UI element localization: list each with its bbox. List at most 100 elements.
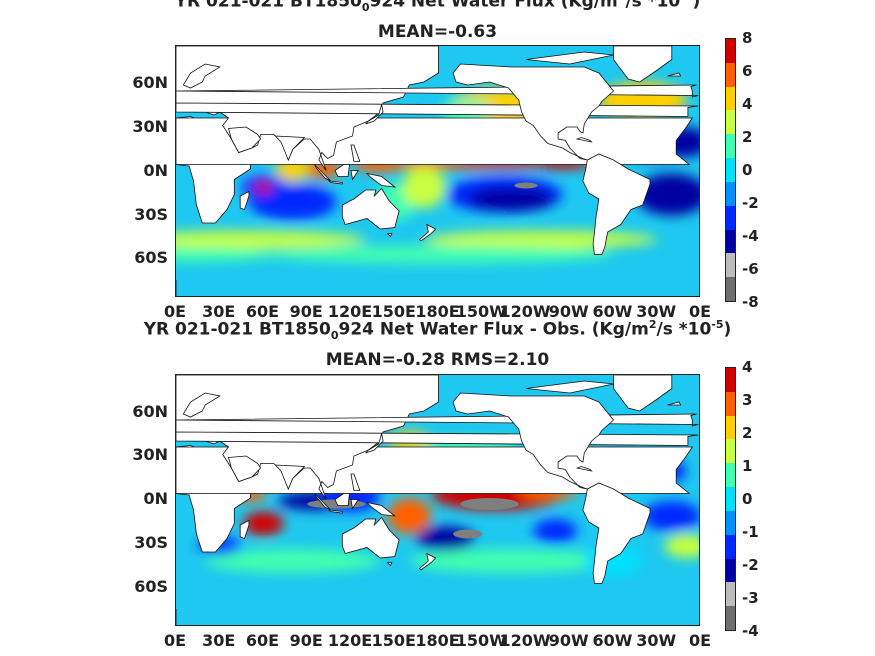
land-mass (365, 501, 397, 517)
colorbar-swatch (726, 582, 735, 608)
lon-tick: 120W (499, 631, 551, 650)
colorbar-swatch (726, 277, 735, 301)
lon-tick: 60W (592, 631, 633, 650)
land-mass (575, 137, 593, 143)
land-mass (365, 172, 397, 188)
colorbar-swatch (726, 253, 735, 279)
land-mass (386, 233, 393, 238)
land-mass (341, 187, 400, 230)
land-mass (418, 223, 437, 242)
land-mass (418, 552, 437, 571)
field-blob (243, 511, 284, 536)
land-mass (274, 135, 306, 162)
panel1-title-sub: 0 (361, 1, 370, 15)
land-mass (582, 482, 651, 584)
map-canvas (176, 46, 699, 296)
lat-tick: 30S (134, 533, 168, 552)
map-panel-1 (175, 45, 700, 297)
land-mass (239, 190, 250, 211)
lon-tick: 120E (327, 631, 373, 650)
lat-tick: 30N (132, 117, 168, 136)
lon-tick: 90E (289, 302, 323, 321)
colorbar-swatch (726, 62, 735, 88)
panel2-title-sup2: -5 (711, 318, 724, 331)
land-mass (667, 401, 682, 406)
field-blob (533, 519, 578, 543)
colorbar-label: 6 (742, 62, 753, 80)
colorbar-label: 2 (742, 424, 753, 442)
panel2-title-end: ) (723, 319, 732, 340)
colorbar-label: -2 (742, 194, 759, 212)
panel1-title-mid2: /s *10 (625, 0, 681, 12)
lon-tick: 30E (202, 302, 236, 321)
land-mass (613, 46, 673, 83)
land-mass (334, 493, 350, 506)
lon-tick: 150E (371, 302, 416, 321)
panel1-subtitle: MEAN=-0.63 (377, 22, 498, 42)
colorbar-swatch (726, 391, 735, 417)
colorbar-swatch (726, 134, 735, 160)
field-blob (205, 549, 381, 573)
panel1-title: YR 021-021 BT18500924 Net Water Flux (Kg… (0, 0, 875, 14)
colorbar-label: 4 (742, 358, 753, 376)
colorbar-2 (725, 367, 736, 631)
field-blob (263, 245, 614, 264)
land-mass (328, 509, 343, 514)
land-mass (365, 104, 384, 125)
missing-data-patch (514, 182, 538, 189)
colorbar-label: 0 (742, 161, 753, 179)
colorbar-swatch (726, 368, 735, 394)
lon-tick: 30E (202, 631, 236, 650)
colorbar-swatch (726, 205, 735, 231)
lat-tick: 60N (132, 402, 168, 421)
lon-tick: 150E (371, 631, 416, 650)
land-mass (334, 164, 350, 177)
land-mass (386, 562, 393, 567)
land-mass (525, 51, 614, 65)
field-blob (176, 247, 279, 262)
colorbar-label: 0 (742, 490, 753, 508)
lon-tick: 60E (245, 302, 280, 321)
land-mass (452, 63, 615, 161)
panel1-title-sup2: -5 (680, 0, 692, 3)
colorbar-swatch (726, 229, 735, 255)
colorbar-label: -4 (742, 622, 759, 640)
lon-tick: 180E (415, 302, 460, 321)
panel2-subtitle: MEAN=-0.28 RMS=2.10 (325, 350, 550, 370)
colorbar-label: 2 (742, 128, 753, 146)
panel2-title-mid2: /s *10 (656, 319, 712, 340)
colorbar-label: 1 (742, 457, 753, 475)
field-blob (254, 181, 273, 193)
land-mass (341, 516, 400, 559)
colorbar-swatch (726, 181, 735, 208)
lon-tick: 90E (289, 631, 323, 650)
colorbar-label: -6 (742, 260, 759, 278)
lon-tick: 0E (163, 631, 187, 650)
colorbar-label: 3 (742, 391, 753, 409)
panel2-title-main: YR 021-021 BT1850 (143, 319, 331, 340)
lon-tick: 0E (163, 302, 187, 321)
field-blob (642, 501, 699, 531)
land-mass (350, 473, 361, 491)
colorbar-swatch (726, 487, 735, 513)
land-mass (613, 375, 673, 412)
lon-tick: 30W (636, 631, 677, 650)
lon-tick: 120W (499, 302, 551, 321)
panel2-title: YR 021-021 BT18500924 Net Water Flux - O… (0, 318, 875, 342)
field-blob (387, 498, 432, 534)
land-mass (328, 180, 343, 185)
colorbar-swatch (726, 39, 735, 65)
colorbar-swatch (726, 606, 735, 630)
colorbar-label: -4 (742, 227, 759, 245)
colorbar-swatch (726, 463, 735, 489)
field-blob (409, 549, 614, 573)
colorbar-swatch (726, 534, 735, 560)
land-mass (314, 164, 331, 182)
colorbar-label: -3 (742, 589, 759, 607)
colorbar-label: -8 (742, 293, 759, 311)
lon-tick: 60W (592, 302, 633, 321)
missing-data-patch (453, 529, 483, 539)
panel1-title-end: ) (692, 0, 701, 12)
panel2-title-mid: 924 Net Water Flux - Obs. (Kg/m (338, 319, 649, 340)
land-mass (452, 392, 615, 490)
